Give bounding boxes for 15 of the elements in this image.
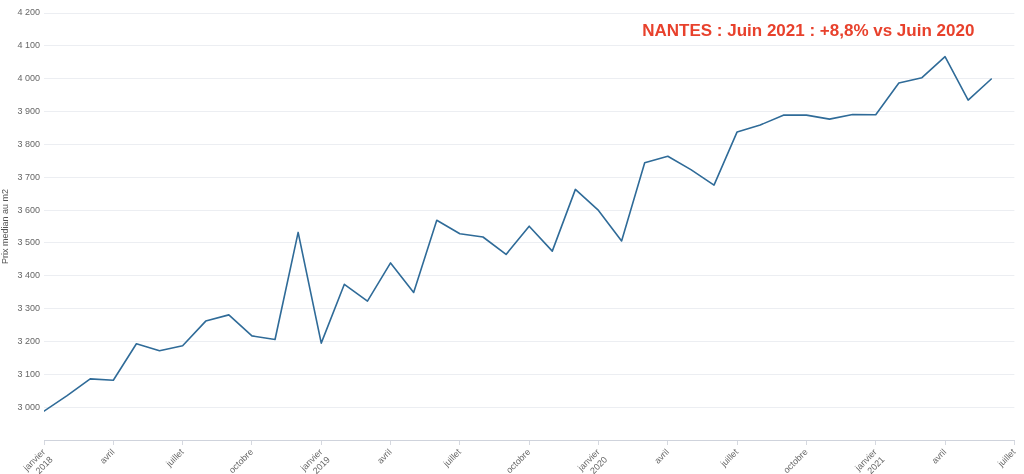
text: NANTES : Juin 2021 : +8,8% vs Juin 2020 (642, 20, 975, 40)
y-tick-label: 4 100 (17, 40, 40, 51)
y-tick-label: 3 000 (17, 401, 40, 412)
y-tick-label: 3 400 (17, 270, 40, 281)
y-axis-title: Prix median au m2 (0, 188, 10, 265)
y-tick-label: 3 200 (17, 335, 40, 346)
y-tick-label: 4 000 (17, 73, 40, 84)
y-tick-label: 3 800 (17, 138, 40, 149)
y-tick-label: 3 300 (17, 303, 40, 314)
y-tick-label: 3 100 (17, 368, 40, 379)
y-tick-label: 3 900 (17, 106, 40, 117)
y-tick-label: 4 200 (17, 7, 40, 18)
y-tick-label: 3 500 (17, 237, 40, 248)
y-tick-label: 3 700 (17, 171, 40, 182)
y-tick-label: 3 600 (17, 204, 40, 215)
